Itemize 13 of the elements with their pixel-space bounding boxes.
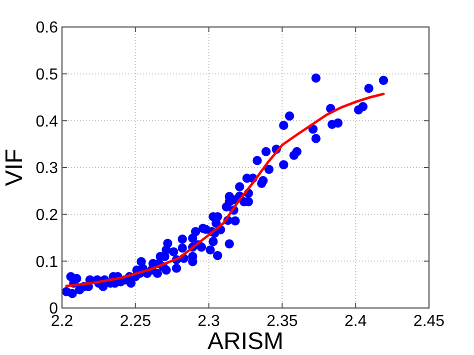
x-tick-label: 2.25 [120,313,152,330]
x-tick-label: 2.3 [198,313,220,330]
y-tick-label: 0.2 [36,206,58,224]
y-tick-label: 0.1 [36,254,58,271]
x-tick-label: 2.35 [266,313,298,330]
y-tick-label: 0.3 [36,160,58,178]
x-tick-label: 2.4 [344,313,367,330]
x-axis-title: ARISM [207,328,284,355]
y-tick-label: 0.5 [36,66,58,84]
x-tick-label: 2.45 [413,313,445,330]
y-axis-title: VIF [1,148,28,186]
y-tick-label: 0.6 [36,20,58,37]
y-tick-label: 0.4 [36,113,58,130]
